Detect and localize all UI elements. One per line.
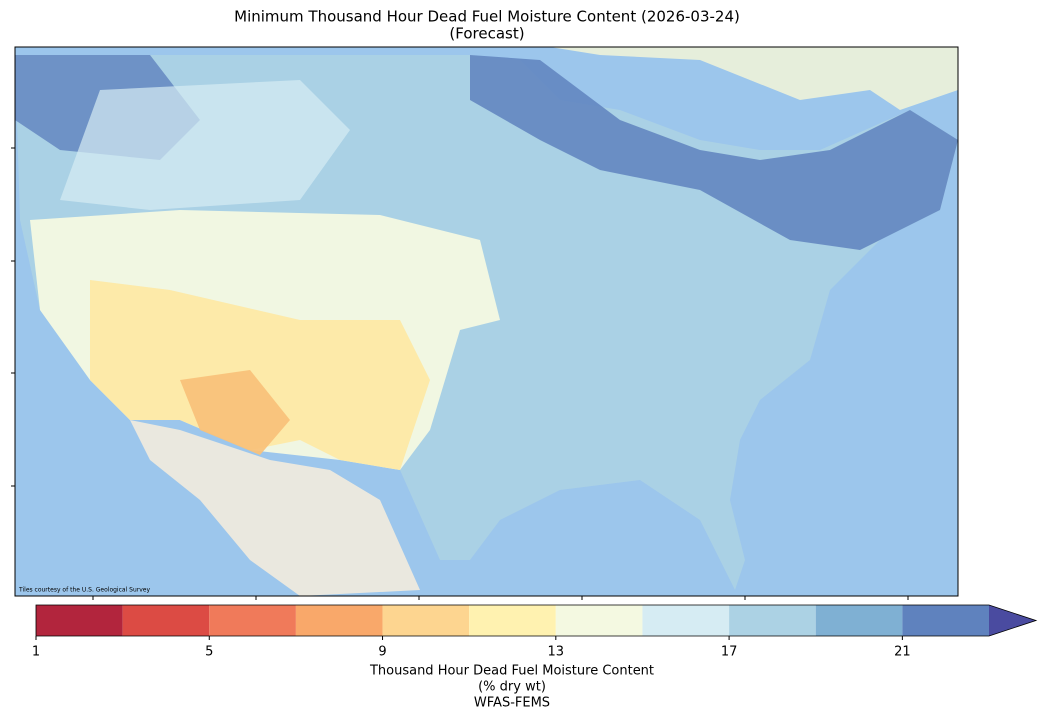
canada-land: [15, 47, 958, 110]
colorbar: 1 5 9 13 17 21: [32, 604, 1038, 660]
sw-dry: [90, 280, 430, 470]
colorbar-tick-label: 17: [721, 645, 738, 660]
map: Tiles courtesy of the U.S. Geological Su…: [11, 46, 959, 600]
ne-region: [470, 55, 958, 250]
axis-ticks: [11, 147, 909, 600]
colorbar-units: (% dry wt): [478, 680, 546, 695]
colorbar-source: WFAS-FEMS: [474, 696, 550, 711]
colorbar-bin: [209, 605, 296, 636]
colorbar-bin: [469, 605, 556, 636]
colorbar-bin: [555, 605, 643, 636]
attribution: Tiles courtesy of the U.S. Geological Su…: [18, 587, 150, 594]
colorbar-bin: [902, 605, 989, 636]
map-frame: [14, 46, 959, 597]
colorbar-extend: [989, 605, 1036, 636]
mexico-land: [130, 420, 420, 596]
colorbar-bin: [642, 605, 730, 636]
colorbar-tick-label: 13: [548, 645, 565, 660]
colorbar-bin: [729, 605, 816, 636]
colorbar-tick-label: 9: [378, 645, 386, 660]
title: Minimum Thousand Hour Dead Fuel Moisture…: [234, 8, 740, 26]
colorbar-bin: [36, 605, 123, 636]
subtitle: (Forecast): [449, 25, 524, 43]
colorbar-label: Thousand Hour Dead Fuel Moisture Content: [369, 664, 654, 679]
colorbar-tick-label: 1: [32, 645, 40, 660]
colorbar-bin: [382, 605, 470, 636]
az-dry: [180, 370, 290, 455]
colorbar-outline: [35, 604, 1038, 637]
colorbar-bin: [295, 605, 383, 636]
colorbar-tick-label: 5: [205, 645, 213, 660]
colorbar-tick-label: 21: [894, 645, 911, 660]
colorbar-bin: [122, 605, 210, 636]
interior-west: [60, 80, 350, 210]
colorbar-bin: [815, 605, 903, 636]
